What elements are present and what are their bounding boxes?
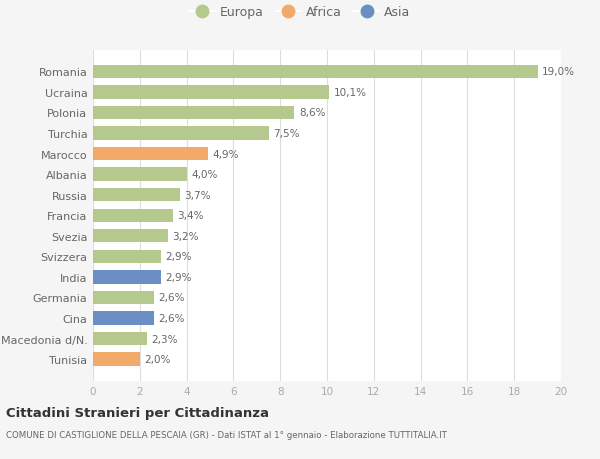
Bar — [93, 271, 161, 284]
Bar — [93, 189, 179, 202]
Text: 3,4%: 3,4% — [177, 211, 204, 221]
Text: 3,7%: 3,7% — [184, 190, 211, 200]
Text: 3,2%: 3,2% — [173, 231, 199, 241]
Bar — [93, 291, 154, 304]
Bar — [93, 106, 294, 120]
Text: 2,0%: 2,0% — [145, 354, 171, 364]
Bar — [93, 147, 208, 161]
Bar — [93, 250, 161, 263]
Bar — [93, 127, 269, 140]
Bar — [93, 168, 187, 181]
Text: 2,6%: 2,6% — [158, 293, 185, 303]
Text: 4,9%: 4,9% — [212, 149, 239, 159]
Text: 7,5%: 7,5% — [273, 129, 299, 139]
Text: 2,3%: 2,3% — [151, 334, 178, 344]
Bar — [93, 209, 173, 223]
Bar — [93, 66, 538, 79]
Legend: Europa, Africa, Asia: Europa, Africa, Asia — [190, 6, 410, 19]
Text: 2,6%: 2,6% — [158, 313, 185, 323]
Text: 2,9%: 2,9% — [166, 252, 192, 262]
Text: 8,6%: 8,6% — [299, 108, 325, 118]
Text: 4,0%: 4,0% — [191, 170, 218, 180]
Text: COMUNE DI CASTIGLIONE DELLA PESCAIA (GR) - Dati ISTAT al 1° gennaio - Elaborazio: COMUNE DI CASTIGLIONE DELLA PESCAIA (GR)… — [6, 430, 447, 439]
Bar — [93, 86, 329, 99]
Text: Cittadini Stranieri per Cittadinanza: Cittadini Stranieri per Cittadinanza — [6, 406, 269, 419]
Text: 10,1%: 10,1% — [334, 88, 367, 98]
Bar — [93, 312, 154, 325]
Bar — [93, 353, 140, 366]
Text: 2,9%: 2,9% — [166, 272, 192, 282]
Bar — [93, 332, 147, 346]
Bar — [93, 230, 168, 243]
Text: 19,0%: 19,0% — [542, 67, 575, 77]
